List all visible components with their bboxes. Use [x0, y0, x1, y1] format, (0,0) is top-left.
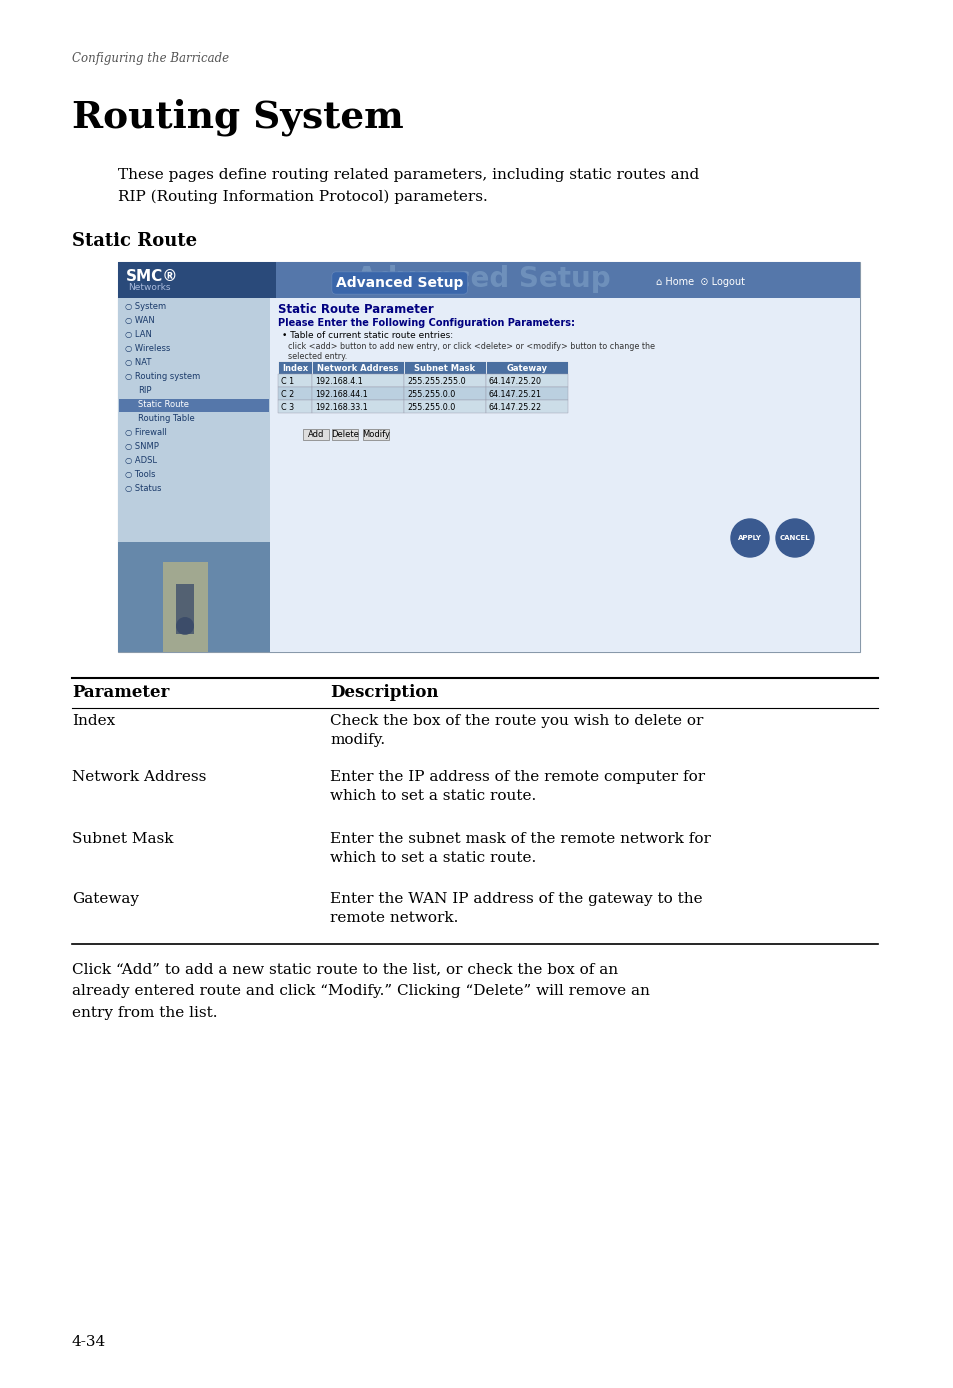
Text: CANCEL: CANCEL — [779, 534, 809, 541]
Text: remote network.: remote network. — [330, 911, 457, 924]
Bar — [119, 398, 269, 412]
Text: RIP (Routing Information Protocol) parameters.: RIP (Routing Information Protocol) param… — [118, 190, 487, 204]
Bar — [332, 429, 357, 440]
Text: ⌂ Home  ⊙ Logout: ⌂ Home ⊙ Logout — [656, 278, 744, 287]
Bar — [277, 400, 312, 414]
Text: Gateway: Gateway — [506, 364, 547, 373]
Text: ○ ADSL: ○ ADSL — [125, 457, 157, 465]
Text: ○ WAN: ○ WAN — [125, 316, 154, 325]
Bar — [312, 361, 403, 373]
Text: ○ Status: ○ Status — [125, 484, 161, 493]
Text: Index: Index — [282, 364, 308, 373]
Text: 192.168.33.1: 192.168.33.1 — [314, 403, 367, 412]
Text: Parameter: Parameter — [71, 684, 170, 701]
Text: Enter the WAN IP address of the gateway to the: Enter the WAN IP address of the gateway … — [330, 892, 702, 906]
Text: C 3: C 3 — [281, 403, 294, 412]
Bar — [163, 562, 208, 652]
Text: selected entry.: selected entry. — [288, 353, 347, 361]
Text: Routing System: Routing System — [71, 99, 403, 136]
Bar — [312, 400, 403, 414]
Circle shape — [775, 519, 813, 557]
Text: APPLY: APPLY — [738, 534, 761, 541]
Bar — [485, 373, 567, 387]
Bar — [312, 373, 403, 387]
Text: Gateway: Gateway — [71, 892, 139, 906]
Bar — [277, 373, 312, 387]
Bar — [403, 400, 485, 414]
Text: Configuring the Barricade: Configuring the Barricade — [71, 51, 229, 65]
Text: RIP: RIP — [138, 386, 152, 396]
Text: modify.: modify. — [330, 733, 385, 747]
Text: ○ NAT: ○ NAT — [125, 358, 152, 366]
Text: Click “Add” to add a new static route to the list, or check the box of an: Click “Add” to add a new static route to… — [71, 962, 618, 976]
Text: 192.168.4.1: 192.168.4.1 — [314, 378, 362, 386]
Text: Networks: Networks — [128, 283, 171, 291]
Circle shape — [730, 519, 768, 557]
Text: 255.255.0.0: 255.255.0.0 — [407, 390, 455, 398]
Bar — [485, 387, 567, 400]
Bar — [485, 361, 567, 373]
Text: SMC®: SMC® — [126, 269, 178, 285]
Text: Index: Index — [71, 713, 115, 727]
Text: ○ Routing system: ○ Routing system — [125, 372, 200, 380]
Text: click <add> button to add new entry, or click <delete> or <modify> button to cha: click <add> button to add new entry, or … — [288, 341, 655, 351]
Text: Static Route Parameter: Static Route Parameter — [277, 303, 434, 316]
Text: 64.147.25.20: 64.147.25.20 — [489, 378, 541, 386]
Text: already entered route and click “Modify.” Clicking “Delete” will remove an: already entered route and click “Modify.… — [71, 984, 649, 998]
Text: C 1: C 1 — [281, 378, 294, 386]
Bar — [175, 584, 193, 634]
Text: Enter the subnet mask of the remote network for: Enter the subnet mask of the remote netw… — [330, 831, 710, 847]
Text: ○ Wireless: ○ Wireless — [125, 344, 171, 353]
Text: ○ SNMP: ○ SNMP — [125, 441, 159, 451]
Bar — [312, 387, 403, 400]
Text: Static Route: Static Route — [71, 232, 197, 250]
Text: Please Enter the Following Configuration Parameters:: Please Enter the Following Configuration… — [277, 318, 575, 328]
Bar — [277, 361, 312, 373]
Bar — [403, 361, 485, 373]
Text: ○ Firewall: ○ Firewall — [125, 428, 167, 437]
Text: 4-34: 4-34 — [71, 1335, 106, 1349]
Text: 64.147.25.22: 64.147.25.22 — [489, 403, 541, 412]
Bar — [118, 298, 270, 652]
Text: Advanced Setup: Advanced Setup — [355, 265, 610, 293]
Text: which to set a static route.: which to set a static route. — [330, 851, 536, 865]
Text: Enter the IP address of the remote computer for: Enter the IP address of the remote compu… — [330, 770, 704, 784]
Bar — [270, 298, 859, 652]
Text: which to set a static route.: which to set a static route. — [330, 788, 536, 804]
Text: Subnet Mask: Subnet Mask — [414, 364, 475, 373]
Bar — [403, 373, 485, 387]
Text: Subnet Mask: Subnet Mask — [71, 831, 173, 847]
Text: ○ System: ○ System — [125, 303, 166, 311]
Text: 192.168.44.1: 192.168.44.1 — [314, 390, 367, 398]
Text: Network Address: Network Address — [317, 364, 398, 373]
Text: ○ LAN: ○ LAN — [125, 330, 152, 339]
Bar — [118, 262, 859, 298]
Text: These pages define routing related parameters, including static routes and: These pages define routing related param… — [118, 168, 699, 182]
Text: Add: Add — [308, 430, 324, 439]
Text: Modify: Modify — [361, 430, 390, 439]
Text: Description: Description — [330, 684, 438, 701]
Bar — [118, 262, 859, 652]
Text: 64.147.25.21: 64.147.25.21 — [489, 390, 541, 398]
Bar — [303, 429, 329, 440]
Text: Delete: Delete — [331, 430, 358, 439]
Bar — [118, 541, 270, 652]
Text: Advanced Setup: Advanced Setup — [335, 276, 463, 290]
Text: entry from the list.: entry from the list. — [71, 1006, 217, 1020]
Text: 255.255.0.0: 255.255.0.0 — [407, 403, 455, 412]
Text: Static Route: Static Route — [138, 400, 189, 409]
Bar — [277, 387, 312, 400]
Bar — [485, 400, 567, 414]
Text: 255.255.255.0: 255.255.255.0 — [407, 378, 465, 386]
Text: ○ Tools: ○ Tools — [125, 471, 155, 479]
Bar — [403, 387, 485, 400]
Text: C 2: C 2 — [281, 390, 294, 398]
Bar — [363, 429, 389, 440]
Text: • Table of current static route entries:: • Table of current static route entries: — [282, 330, 453, 340]
Text: Routing Table: Routing Table — [138, 414, 194, 423]
Text: Network Address: Network Address — [71, 770, 206, 784]
Circle shape — [175, 618, 193, 634]
Text: Check the box of the route you wish to delete or: Check the box of the route you wish to d… — [330, 713, 702, 727]
Bar — [118, 262, 275, 298]
